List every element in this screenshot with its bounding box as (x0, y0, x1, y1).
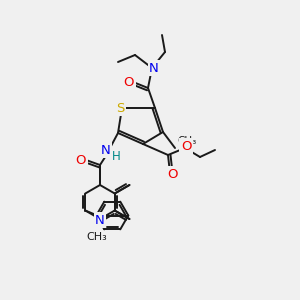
Text: O: O (167, 167, 177, 181)
Text: CH₃: CH₃ (177, 136, 196, 146)
Text: O: O (76, 154, 86, 166)
Text: O: O (181, 140, 191, 152)
Text: S: S (116, 101, 124, 115)
Text: N: N (149, 61, 159, 74)
Text: CH₃: CH₃ (86, 232, 107, 242)
Text: N: N (95, 214, 105, 226)
Text: O: O (124, 76, 134, 88)
Text: H: H (112, 149, 120, 163)
Text: N: N (101, 143, 111, 157)
